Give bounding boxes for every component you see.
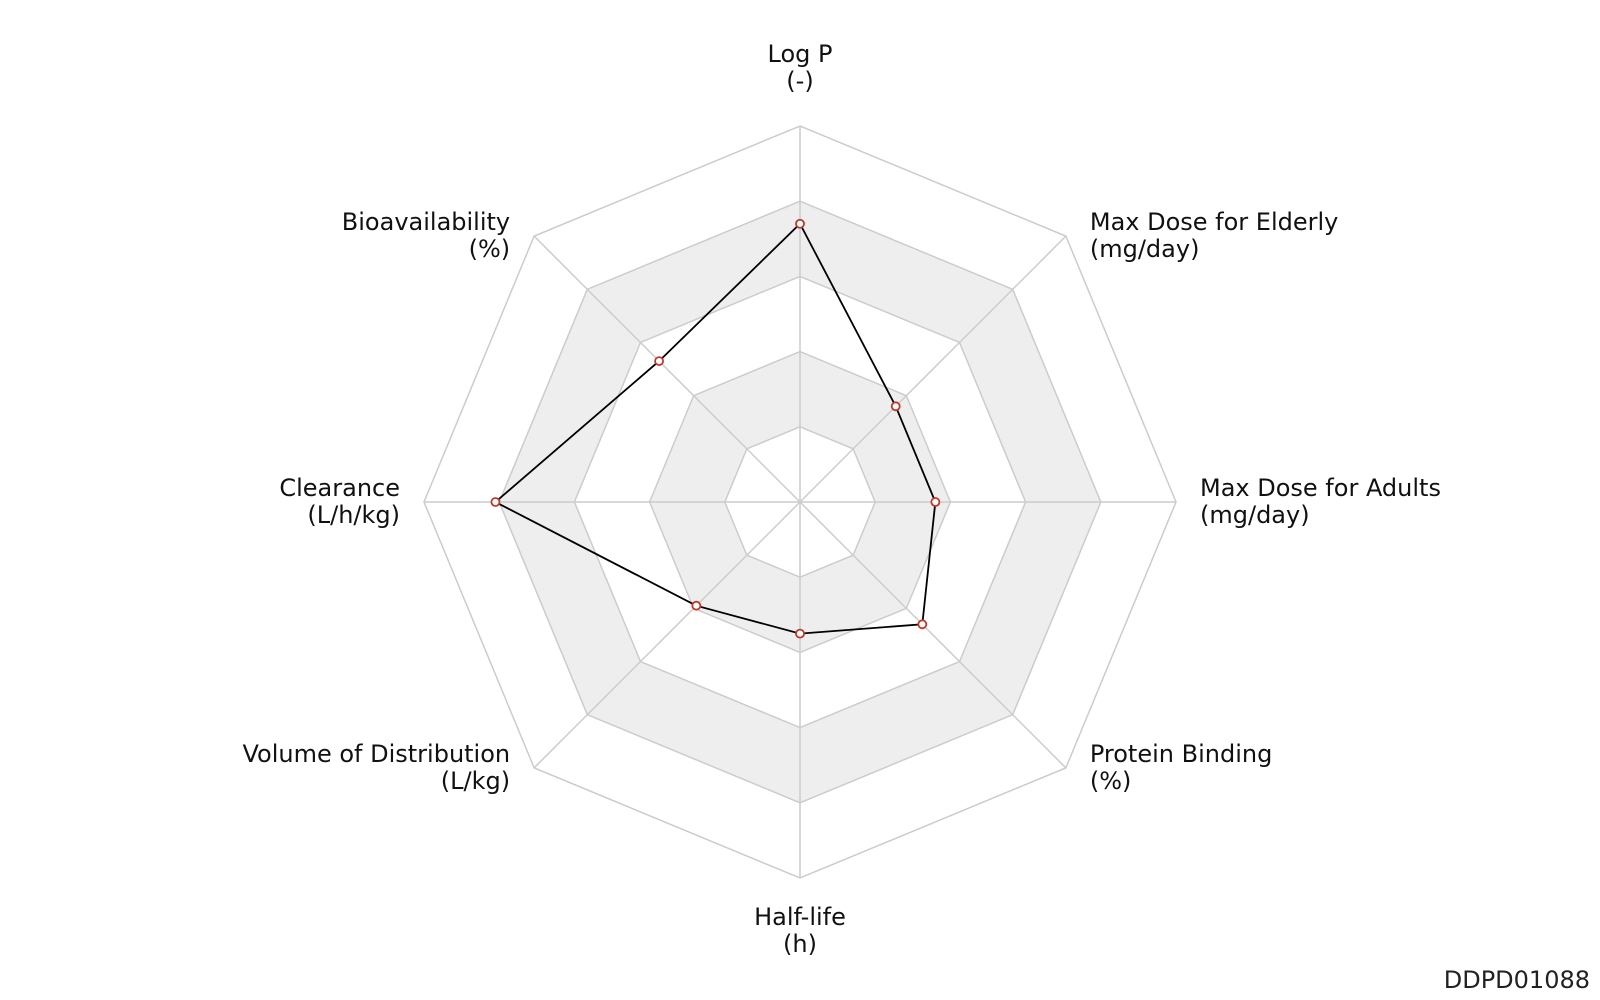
axis-label-2: Max Dose for Elderly bbox=[1090, 208, 1339, 236]
data-point-7 bbox=[490, 497, 501, 507]
axis-label-1: Log P bbox=[768, 40, 833, 68]
data-point-8 bbox=[654, 356, 664, 366]
data-point-3 bbox=[930, 497, 941, 507]
data-point-1 bbox=[795, 218, 805, 229]
axis-unit-7: (L/h/kg) bbox=[307, 501, 400, 529]
axis-label-8: Bioavailability bbox=[342, 208, 510, 236]
axis-unit-8: (%) bbox=[469, 235, 511, 263]
data-point-4 bbox=[917, 619, 928, 630]
axis-unit-4: (%) bbox=[1090, 767, 1132, 795]
axis-unit-6: (L/kg) bbox=[441, 767, 510, 795]
axis-label-3: Max Dose for Adults bbox=[1200, 474, 1441, 502]
chart-id-label: DDPD01088 bbox=[1443, 966, 1590, 994]
grid-spoke-4 bbox=[799, 501, 1067, 769]
grid-spoke-2 bbox=[799, 235, 1067, 503]
axis-label-5: Half-life bbox=[754, 903, 846, 931]
radar-grid-spokes bbox=[424, 126, 1176, 878]
axis-label-6: Volume of Distribution bbox=[242, 740, 510, 768]
grid-spoke-6 bbox=[533, 501, 801, 769]
axis-unit-1: (-) bbox=[786, 67, 813, 95]
axis-unit-3: (mg/day) bbox=[1200, 501, 1310, 529]
radar-axis-labels: Log P(-)Max Dose for Elderly(mg/day)Max … bbox=[242, 40, 1441, 958]
axis-label-7: Clearance bbox=[279, 474, 400, 502]
axis-unit-5: (h) bbox=[783, 930, 817, 958]
grid-spoke-8 bbox=[533, 235, 801, 503]
axis-label-4: Protein Binding bbox=[1090, 740, 1272, 768]
data-point-5 bbox=[795, 628, 805, 639]
radar-series bbox=[490, 218, 941, 639]
data-point-2 bbox=[890, 401, 901, 412]
axis-unit-2: (mg/day) bbox=[1090, 235, 1200, 263]
data-point-6 bbox=[691, 600, 702, 611]
